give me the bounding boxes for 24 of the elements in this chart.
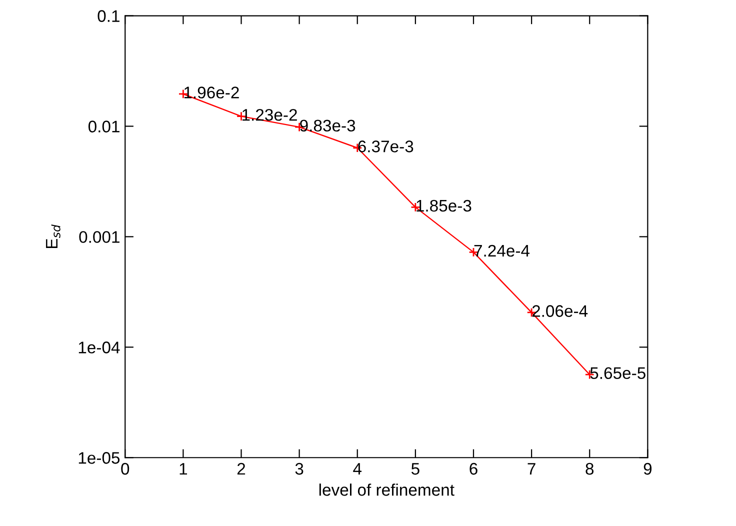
data-label: 2.06e-4 xyxy=(532,305,588,317)
x-tick-label: 7 xyxy=(528,463,536,475)
x-tick-label: 5 xyxy=(411,463,420,475)
y-tick-label: 0.01 xyxy=(88,120,120,132)
x-axis-title: level of refinement xyxy=(319,484,454,496)
y-tick-label: 0.001 xyxy=(79,231,120,243)
x-tick-label: 0 xyxy=(121,462,130,475)
x-tick-label: 2 xyxy=(237,462,246,475)
x-tick-label: 4 xyxy=(353,463,362,475)
y-tick-label: 0.1 xyxy=(98,10,120,22)
x-tick-label: 3 xyxy=(295,462,304,475)
x-tick-label: 1 xyxy=(180,463,188,475)
data-label: 9.83e-3 xyxy=(300,120,356,132)
data-label: 1.96e-2 xyxy=(184,86,239,98)
x-tick-label: 6 xyxy=(470,462,478,475)
x-tick-label: 8 xyxy=(586,462,594,475)
x-tick-label: 9 xyxy=(644,462,652,475)
y-axis-title: E$_{sd}$ xyxy=(46,224,60,248)
data-label: 1.85e-3 xyxy=(416,200,472,212)
data-label: 6.37e-3 xyxy=(358,140,414,152)
y-tick-label: 1e-04 xyxy=(78,342,120,354)
data-label: 1.23e-2 xyxy=(242,108,297,121)
y-tick-label: 1e-05 xyxy=(78,452,120,464)
data-label: 7.24e-4 xyxy=(474,244,530,257)
